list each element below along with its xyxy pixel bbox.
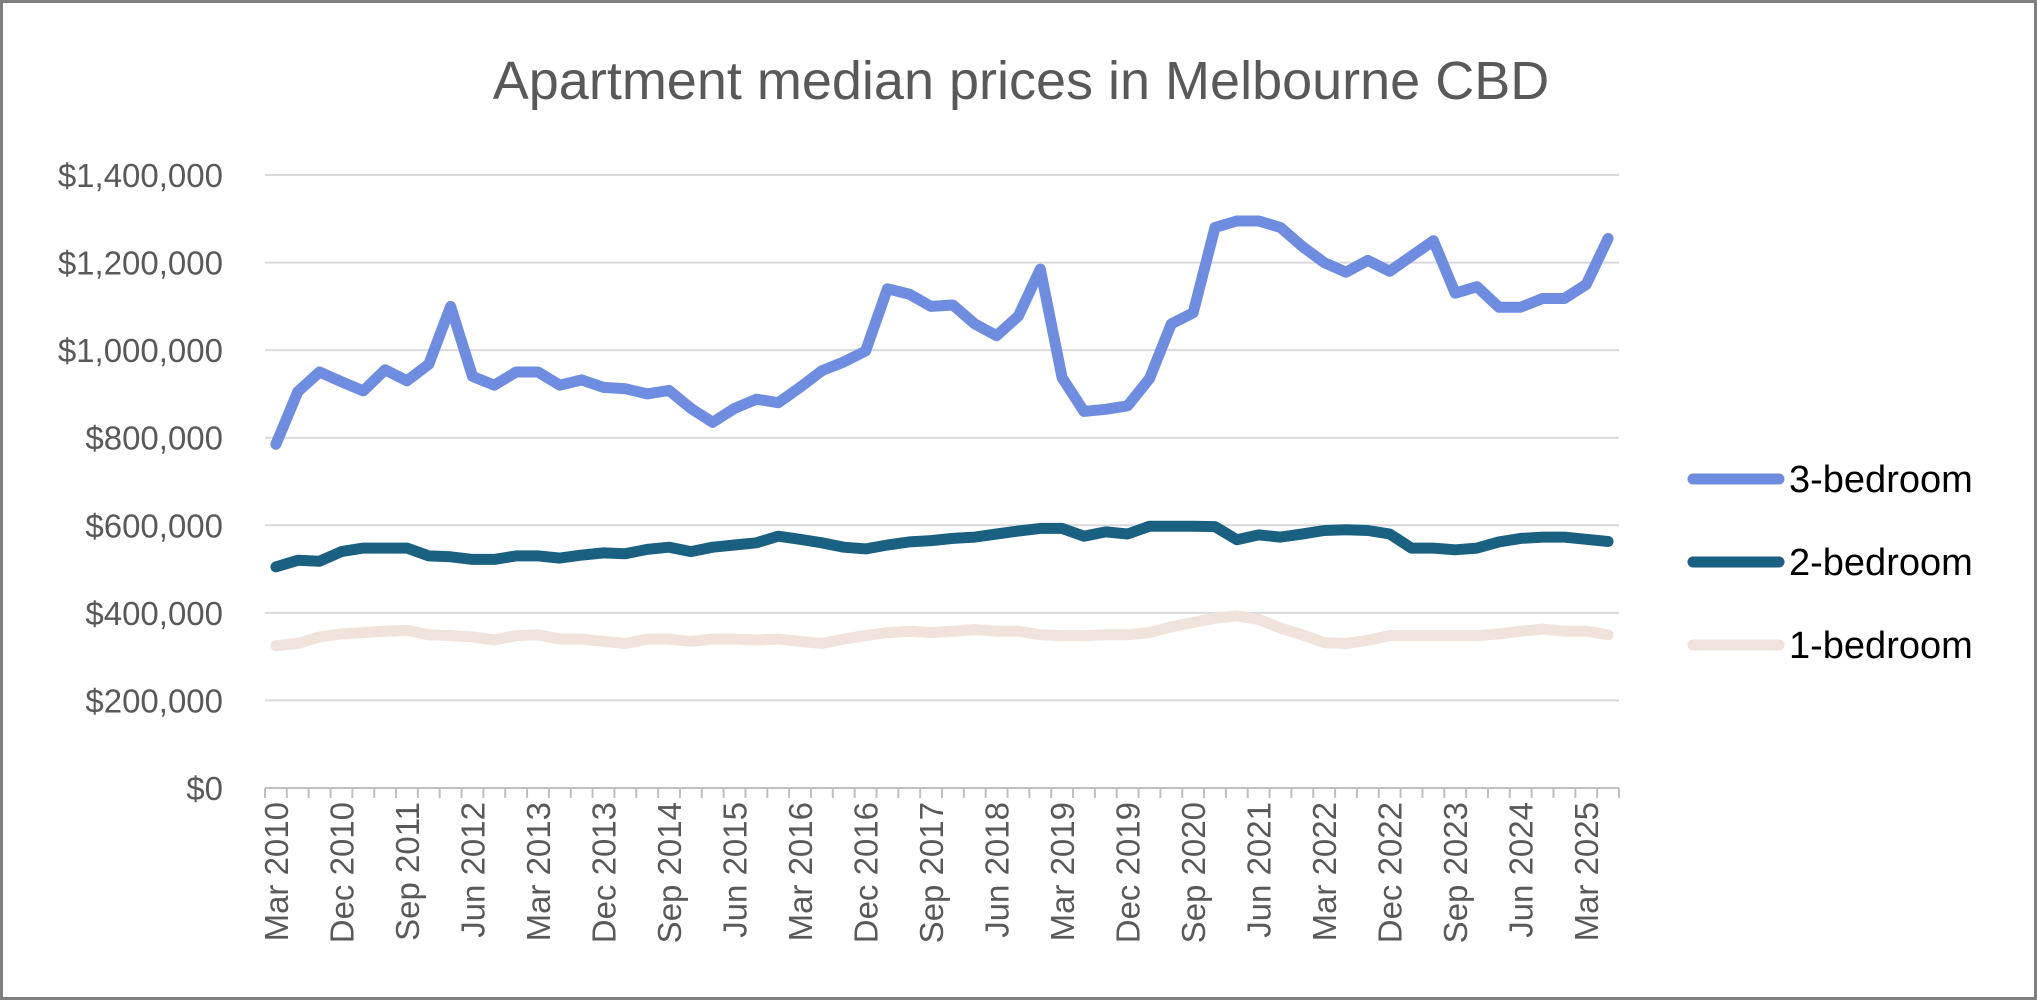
x-tick-label: Mar 2022 [1306,802,1343,941]
x-tick-label: Jun 2018 [979,802,1016,938]
x-tick-label: Sep 2017 [913,802,950,943]
x-tick-label: Sep 2023 [1437,802,1474,943]
x-tick-label: Sep 2011 [389,802,426,941]
x-tick-label: Sep 2014 [651,802,688,943]
gridlines [265,174,1619,702]
series-lines [270,215,1614,652]
y-tick-label: $1,000,000 [58,332,223,369]
y-tick-label: $400,000 [85,595,223,632]
series-line-3-bedroom [270,215,1614,450]
legend-label: 3-bedroom [1789,459,1973,501]
x-tick-label: Jun 2021 [1241,802,1278,938]
x-tick-label: Dec 2010 [323,802,360,943]
x-axis: Mar 2010 Dec 2010 Sep 2011 Jun 2012 Mar 2013… [258,787,1620,943]
y-tick-label: $800,000 [85,420,223,457]
x-tick-label: Dec 2013 [586,802,623,943]
y-tick-label: $200,000 [85,682,223,719]
x-tick-label: Mar 2013 [520,802,557,941]
y-tick-label: $0 [186,770,223,807]
x-tick-label: Jun 2015 [717,802,754,938]
y-tick-label: $600,000 [85,507,223,544]
x-tick-label: Jun 2024 [1503,802,1540,938]
legend: 3-bedroom 2-bedroom 1-bedroom [1687,459,1973,667]
x-tick-label: Dec 2019 [1110,802,1147,943]
x-tick-label: Dec 2022 [1372,802,1409,943]
y-axis-tick-labels: $0 $200,000 $400,000 $600,000 $800,000 $1,000… [58,157,223,807]
chart-title: Apartment median prices in Melbourne CBD [493,51,1549,111]
y-tick-label: $1,400,000 [58,157,223,194]
series-line-1-bedroom [270,610,1614,652]
x-tick-label: Mar 2019 [1044,802,1081,941]
legend-label: 2-bedroom [1789,542,1973,584]
legend-label: 1-bedroom [1789,625,1973,667]
x-tick-label: Mar 2016 [782,802,819,941]
y-tick-label: $1,200,000 [58,245,223,282]
x-tick-label: Jun 2012 [454,802,491,938]
x-tick-label: Mar 2025 [1568,802,1605,941]
x-tick-label: Dec 2016 [848,802,885,943]
x-tick-label: Sep 2020 [1175,802,1212,943]
series-line-2-bedroom [270,520,1614,573]
x-tick-label: Mar 2010 [258,802,295,941]
line-chart: Apartment median prices in Melbourne CBD… [58,51,1973,943]
